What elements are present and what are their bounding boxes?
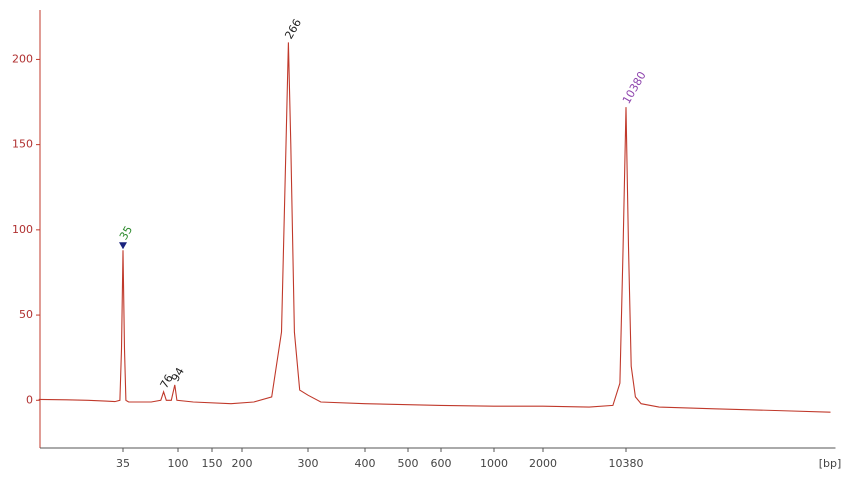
peak-marker <box>119 242 127 250</box>
x-tick-label: 10380 <box>609 457 644 470</box>
x-tick-label: 200 <box>232 457 253 470</box>
x-tick-label: 1000 <box>480 457 508 470</box>
y-tick-label: 150 <box>12 138 33 151</box>
x-tick-label: 150 <box>202 457 223 470</box>
y-tick-label: 0 <box>26 393 33 406</box>
x-tick-label: 500 <box>398 457 419 470</box>
y-tick-label: 100 <box>12 223 33 236</box>
x-tick-label: 2000 <box>529 457 557 470</box>
x-tick-label: 400 <box>355 457 376 470</box>
y-tick-label: 200 <box>12 52 33 65</box>
trace <box>38 42 831 413</box>
x-tick-label: 600 <box>431 457 452 470</box>
x-tick-label: 300 <box>298 457 319 470</box>
x-axis-unit: [bp] <box>819 457 842 470</box>
x-tick-label: 35 <box>116 457 130 470</box>
peak-label: 35 <box>117 224 135 243</box>
peak-label: 76 <box>158 372 176 391</box>
x-tick-label: 100 <box>168 457 189 470</box>
peak-label: 94 <box>169 365 187 384</box>
y-tick-label: 50 <box>19 308 33 321</box>
